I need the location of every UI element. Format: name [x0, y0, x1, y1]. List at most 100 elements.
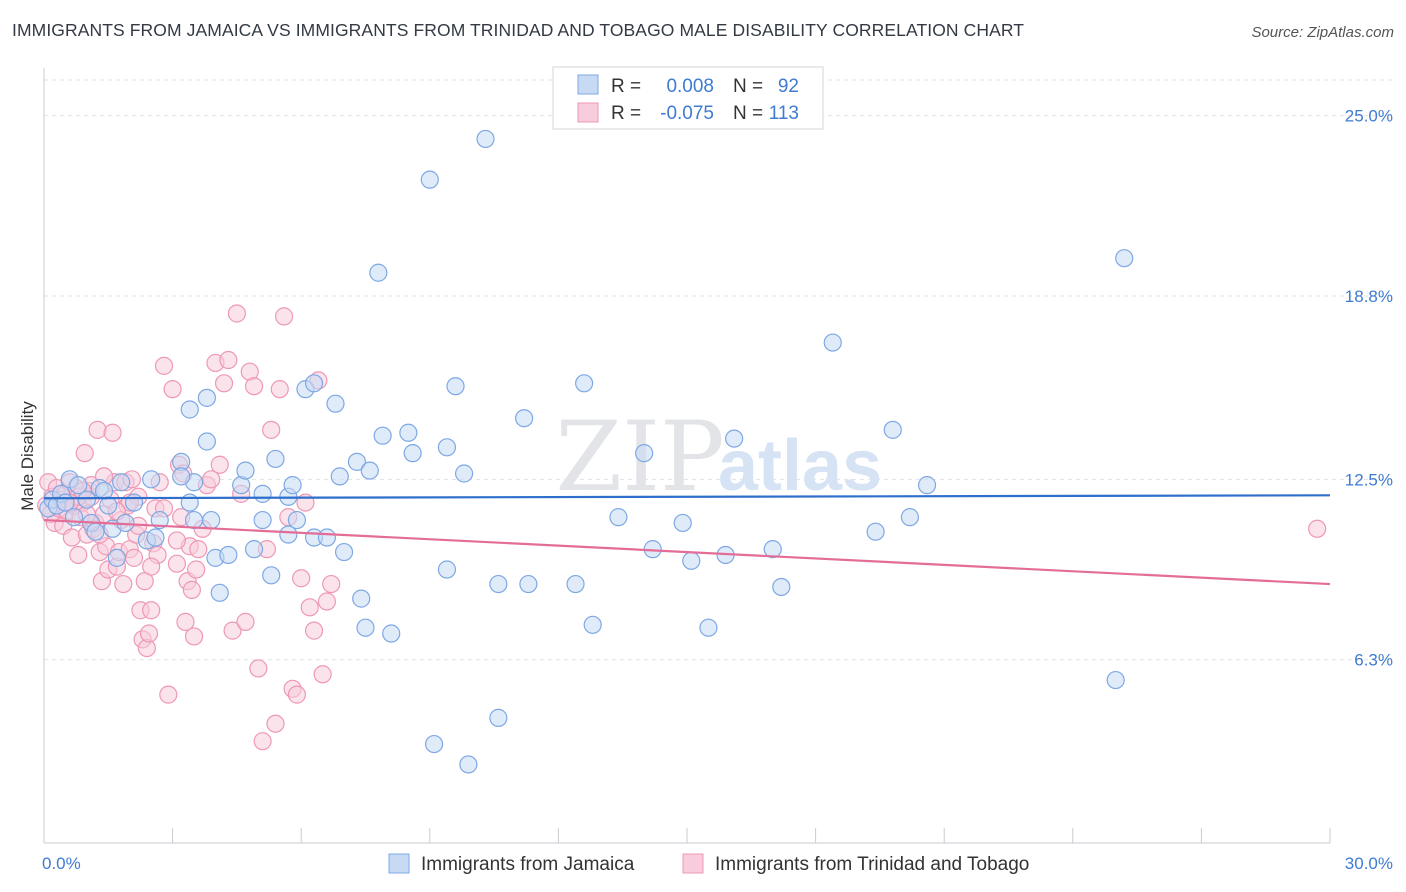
trinidad-point — [317, 592, 337, 611]
trinidad-point — [253, 732, 272, 751]
jamaica-point — [172, 467, 191, 486]
trinidad-point — [244, 377, 264, 396]
stats-r-label-jamaica: R = — [611, 76, 641, 97]
stats-n-value-jamaica: 92 — [778, 76, 799, 97]
jamaica-point — [373, 426, 392, 445]
stats-n-label-jamaica: N = — [733, 76, 763, 97]
legend: Immigrants from Jamaica Immigrants from … — [388, 853, 1029, 875]
jamaica-point — [279, 525, 298, 544]
trend-lines — [43, 494, 1331, 586]
trinidad-point — [187, 560, 206, 579]
jamaica-point — [682, 551, 701, 570]
jamaica-point — [317, 528, 337, 547]
y-tick-label: 6.3% — [1354, 651, 1393, 670]
jamaica-point — [476, 129, 495, 149]
jamaica-point — [352, 589, 371, 608]
x-tick-labels: 0.0% 30.0% — [42, 854, 1393, 873]
trinidad-point — [1308, 519, 1327, 538]
jamaica-point — [399, 423, 418, 442]
trinidad-point — [274, 307, 294, 326]
trinidad-point — [103, 423, 122, 442]
jamaica-point — [725, 429, 744, 448]
trinidad-point — [322, 574, 341, 594]
jamaica-point — [334, 542, 354, 562]
jamaica-point — [99, 496, 118, 515]
trinidad-point — [167, 554, 186, 573]
jamaica-point — [446, 377, 465, 396]
legend-label-trinidad: Immigrants from Trinidad and Tobago — [715, 854, 1029, 875]
jamaica-point — [202, 510, 221, 530]
jamaica-point — [883, 420, 902, 439]
legend-label-jamaica: Immigrants from Jamaica — [421, 854, 635, 875]
jamaica-point — [609, 508, 628, 527]
trinidad-point — [236, 612, 255, 631]
trinidad-point — [139, 624, 159, 643]
trinidad-point — [75, 444, 94, 463]
trinidad-point — [227, 304, 246, 323]
stats-r-value-trinidad: -0.075 — [660, 103, 714, 124]
data-points — [37, 129, 1327, 774]
trinidad-point — [88, 420, 107, 439]
jamaica-point — [236, 461, 255, 480]
trinidad-point — [124, 548, 144, 567]
jamaica-point — [583, 615, 602, 634]
jamaica-point — [369, 263, 388, 282]
jamaica-trend-line — [43, 494, 1331, 500]
trinidad-point — [313, 665, 332, 684]
jamaica-point — [146, 528, 165, 547]
jamaica-point — [673, 513, 692, 533]
trinidad-point — [262, 420, 281, 439]
trinidad-point — [154, 356, 174, 375]
jamaica-point — [77, 490, 96, 509]
jamaica-point — [420, 170, 439, 189]
jamaica-point — [519, 574, 538, 594]
trinidad-point — [69, 545, 88, 565]
jamaica-point — [823, 333, 842, 352]
trinidad-point — [304, 621, 324, 640]
y-tick-label: 18.8% — [1345, 287, 1393, 306]
jamaica-point — [184, 510, 204, 530]
watermark-atlas: atlas — [718, 426, 882, 506]
jamaica-point — [772, 577, 791, 597]
jamaica-point — [489, 574, 508, 594]
trinidad-point — [202, 470, 221, 489]
stats-swatch-jamaica — [577, 74, 599, 95]
stats-r-label-trinidad: R = — [611, 103, 641, 124]
jamaica-point — [180, 400, 199, 419]
jamaica-point — [253, 510, 272, 530]
jamaica-point — [210, 583, 229, 602]
jamaica-point — [454, 464, 474, 483]
jamaica-point — [253, 484, 272, 503]
legend-swatch-trinidad — [682, 853, 704, 874]
chart-title: IMMIGRANTS FROM JAMAICA VS IMMIGRANTS FR… — [12, 20, 1025, 40]
trinidad-point — [219, 350, 238, 370]
jamaica-point — [219, 545, 238, 565]
jamaica-point — [866, 522, 885, 541]
axes — [43, 68, 1331, 844]
trinidad-point — [214, 374, 234, 393]
y-tick-label: 12.5% — [1345, 470, 1393, 489]
trinidad-point — [210, 455, 229, 474]
jamaica-point — [424, 734, 444, 754]
jamaica-point — [382, 624, 401, 643]
jamaica-point — [437, 438, 457, 457]
y-tick-label: 25.0% — [1345, 107, 1393, 126]
x-tick-label: 30.0% — [1345, 854, 1393, 873]
trinidad-point — [300, 598, 319, 617]
trinidad-point — [167, 531, 186, 550]
trinidad-point — [142, 557, 161, 576]
trinidad-point — [266, 714, 285, 733]
trinidad-point — [184, 627, 204, 646]
jamaica-point — [283, 476, 302, 495]
jamaica-point — [266, 449, 285, 469]
jamaica-point — [459, 755, 478, 774]
jamaica-point — [287, 510, 307, 530]
stats-r-value-jamaica: 0.008 — [666, 76, 714, 97]
jamaica-point — [142, 470, 161, 489]
jamaica-point — [699, 618, 718, 637]
trinidad-point — [270, 380, 289, 399]
jamaica-point — [86, 522, 105, 541]
jamaica-point — [262, 566, 281, 585]
trinidad-trend-line — [43, 518, 1331, 586]
stats-box: R = 0.008 N = 92 R = -0.075 N = 113 — [552, 66, 824, 130]
